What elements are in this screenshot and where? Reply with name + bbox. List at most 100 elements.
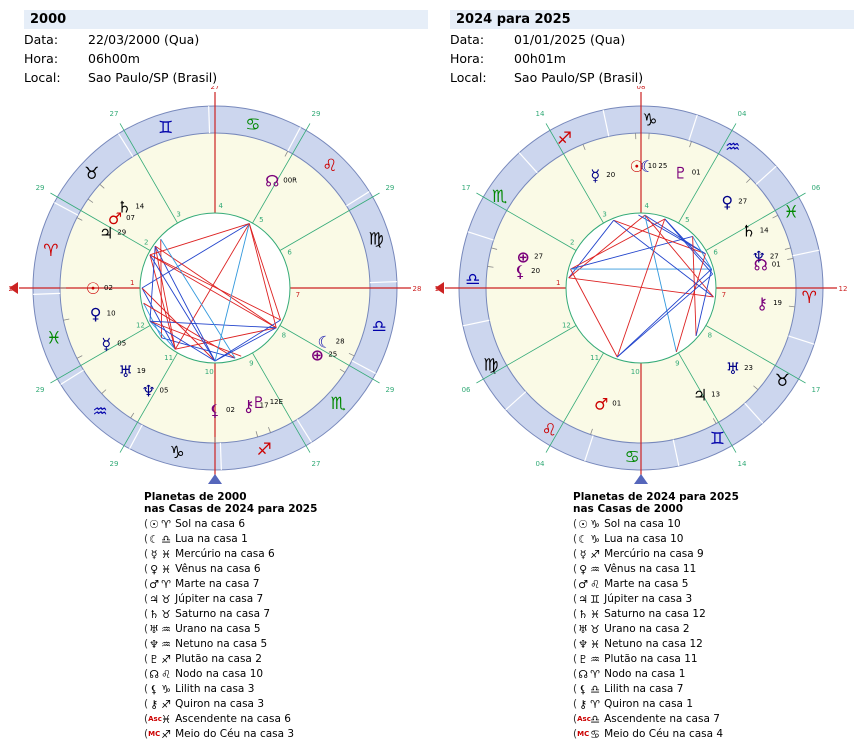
planet-icon: MC [577,730,590,738]
sign-icon: ♋ [590,728,601,741]
sign-icon: ♉ [775,371,790,391]
house-cusp-line [545,352,604,453]
chart-panel-2024: 2024 para 2025 Data: 01/01/2025 (Qua) Hor… [428,0,854,751]
aspect-line [675,253,706,352]
planet-icon: ⚷ [150,698,159,711]
planet-icon: ♅ [726,359,740,378]
planet-tick [487,266,494,268]
legend-text: Nodo na casa 10 [175,668,264,680]
sign-divider [688,114,698,141]
house-cusp-line [119,123,178,224]
planet-icon: ♃ [578,593,589,606]
aspect-line [692,236,697,336]
aspect-line [143,302,236,359]
sign-icon: ♉ [161,608,172,621]
legend-text: Plutão na casa 2 [175,653,262,665]
planet-icon: ⚸ [209,401,221,420]
sign-icon: ♒ [92,402,107,422]
sign-divider [369,281,397,284]
legend-text: Vênus na casa 6 [175,563,261,575]
legend-text: Sol na casa 10 [604,518,681,530]
planet-tick [76,217,83,221]
aspect-line [695,269,712,336]
planet-degree-label: 19 [137,367,146,375]
planet-degree-label: 07 [126,214,135,222]
planet-tick [87,198,94,203]
legend-row: (☊ ♌ Nodo na casa 10 [144,668,264,681]
sign-icon: ♈ [161,578,172,591]
aspect-line [616,273,713,358]
planets-legend: Planetas de 2024 para 2025 nas Casas de 2… [573,491,739,742]
place-label: Local: [450,70,487,85]
aspect-line [214,319,281,362]
house-number: 1 [556,279,560,287]
planet-degree-label: 01 [772,261,781,269]
sign-icon: ♓ [161,713,172,726]
date-value: 01/01/2025 (Qua) [514,32,626,47]
legend-row: (♃ ♊ Júpiter na casa 3 [573,593,693,606]
planet-icon: ⊕ [516,247,529,266]
legend-row: (⚷ ♈ Quiron na casa 1 [573,698,694,711]
legend-row: (MC ♐ Meio do Céu na casa 3 [144,728,295,741]
legend-text: Urano na casa 5 [175,623,261,635]
cusp-degree-label: 04 [738,110,747,118]
cusp-degree-label: 12 [839,285,848,293]
sign-icon: ♈ [590,698,601,711]
astro-wheel-2024[interactable]: ♈♉♊♋♌♍♎♏♐♑♒♓1211721430840450661271781490… [428,86,852,486]
planet-icon: ♃ [99,224,113,243]
planet-icon: ♇ [578,653,589,666]
planet-icon: ♂ [108,209,122,228]
house-number: 9 [249,360,253,368]
legend-text: Meio do Céu na casa 3 [175,728,295,740]
sign-icon: ♉ [161,593,172,606]
cusp-degree-label: 06 [811,184,820,192]
legend-text: Netuno na casa 5 [175,638,268,650]
sign-icon: ♏ [331,394,346,414]
legend-row: (♆ ♒ Netuno na casa 5 [144,638,268,651]
planet-degree-label: 25 [658,162,667,170]
midheaven-marker [208,474,222,484]
planet-tick [101,389,107,395]
sign-icon: ♋ [625,447,640,467]
legend-title: Planetas de 2024 para 2025 nas Casas de 2… [573,491,739,515]
legend-text: Marte na casa 5 [604,578,689,590]
legend-text: Meio do Céu na casa 4 [604,728,724,740]
planet-tick [491,247,498,250]
legend-row: (♇ ♒ Plutão na casa 11 [573,653,698,666]
aspect-line [149,254,277,329]
midheaven-marker [634,474,648,484]
planet-icon: ☉ [86,279,100,298]
sign-icon: ♒ [161,623,172,636]
planet-icon: ♆ [149,638,160,651]
sign-icon: ♒ [590,653,601,666]
aspect-line [149,254,216,362]
aspect-line [644,214,677,352]
planet-icon: ☊ [149,668,159,681]
time-value: 06h00m [88,51,140,66]
sign-icon: ♓ [784,203,799,223]
planet-icon: ☾ [149,533,160,546]
house-number: 9 [675,360,679,368]
planet-icon: Asc [577,715,591,723]
legend-row: (☉ ♑ Sol na casa 10 [573,518,681,531]
planet-degree-label: 12E [270,398,283,406]
planet-degree-label: 05 [160,386,169,394]
house-cusp-line [476,325,577,384]
legend-text: Plutão na casa 11 [604,653,698,665]
sign-divider [467,231,494,241]
legend-row: (Asc ♎ Ascendente na casa 7 [573,713,720,726]
sign-icon: ♒ [590,563,601,576]
aspect-circle [139,212,291,364]
legend-row: (♂ ♈ Marte na casa 7 [144,578,260,591]
planet-degree-label: 27 [738,198,747,206]
sign-divider [296,419,312,443]
planet-tick [787,258,794,260]
aspect-line [149,320,176,350]
legend-row: (☾ ♎ Lua na casa 1 [144,533,248,546]
house-number: 8 [708,331,712,339]
planet-icon: ♅ [119,362,133,381]
astro-wheel-2000[interactable]: ♈ ♉ ♊ ♋ ♌ ♍ ♎ ♏ ♐ ♑ ♒ ♓ 28 1 29 2 27 3 27 4 29 5 29 6 28 7 29 8 27 9 2… [2,86,426,486]
sign-icon: ♎ [372,317,387,337]
house-number: 3 [176,210,180,218]
legend-text: Lilith na casa 3 [175,683,255,695]
